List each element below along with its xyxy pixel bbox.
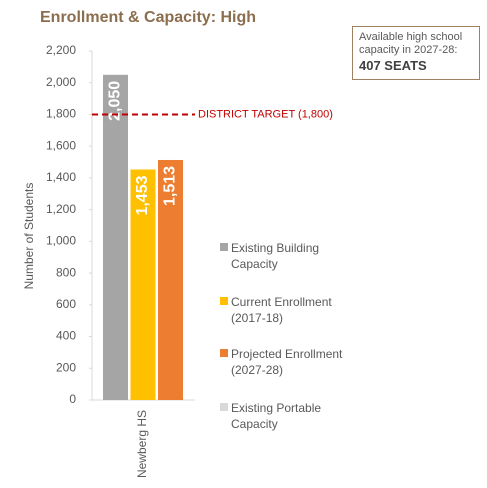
y-tick-label: 1,400 (46, 170, 76, 184)
callout-text: Available high school capacity in 2027-2… (359, 31, 463, 56)
legend-swatch (220, 243, 228, 251)
value-label: 1,513 (162, 166, 179, 206)
bar (158, 159, 183, 400)
y-tick-label: 1,600 (46, 138, 76, 152)
bar (103, 74, 128, 400)
x-tick-label: Newberg HS (135, 410, 149, 478)
y-tick-label: 2,200 (46, 43, 76, 57)
y-axis-label: Number of Students (22, 183, 36, 290)
legend-label: Current Enrollment (2017-18) (231, 295, 332, 325)
bar (130, 169, 156, 400)
y-tick-label: 600 (56, 297, 76, 311)
y-tick-label: 1,800 (46, 107, 76, 121)
y-tick-label: 200 (56, 360, 76, 374)
y-tick-label: 1,200 (46, 202, 76, 216)
y-tick-label: 2,000 (46, 75, 76, 89)
y-tick-label: 800 (56, 265, 76, 279)
legend-label: Existing Building Capacity (231, 241, 320, 271)
chart-title: Enrollment & Capacity: High (40, 9, 256, 26)
legend-label: Existing Portable Capacity (231, 401, 322, 431)
legend-swatch (220, 349, 228, 357)
legend-swatch (220, 403, 228, 411)
y-tick-label: 400 (56, 329, 76, 343)
callout: Available high school capacity in 2027-2… (352, 26, 480, 80)
legend-label: Projected Enrollment (2027-28) (231, 347, 343, 377)
callout-value: 407 SEATS (359, 58, 427, 73)
value-label: 1,453 (134, 175, 151, 215)
y-tick-label: 0 (69, 392, 76, 406)
legend-swatch (220, 297, 228, 305)
value-label: 2,050 (107, 81, 124, 121)
y-tick-label: 1,000 (46, 234, 76, 248)
target-label: DISTRICT TARGET (1,800) (198, 108, 333, 120)
